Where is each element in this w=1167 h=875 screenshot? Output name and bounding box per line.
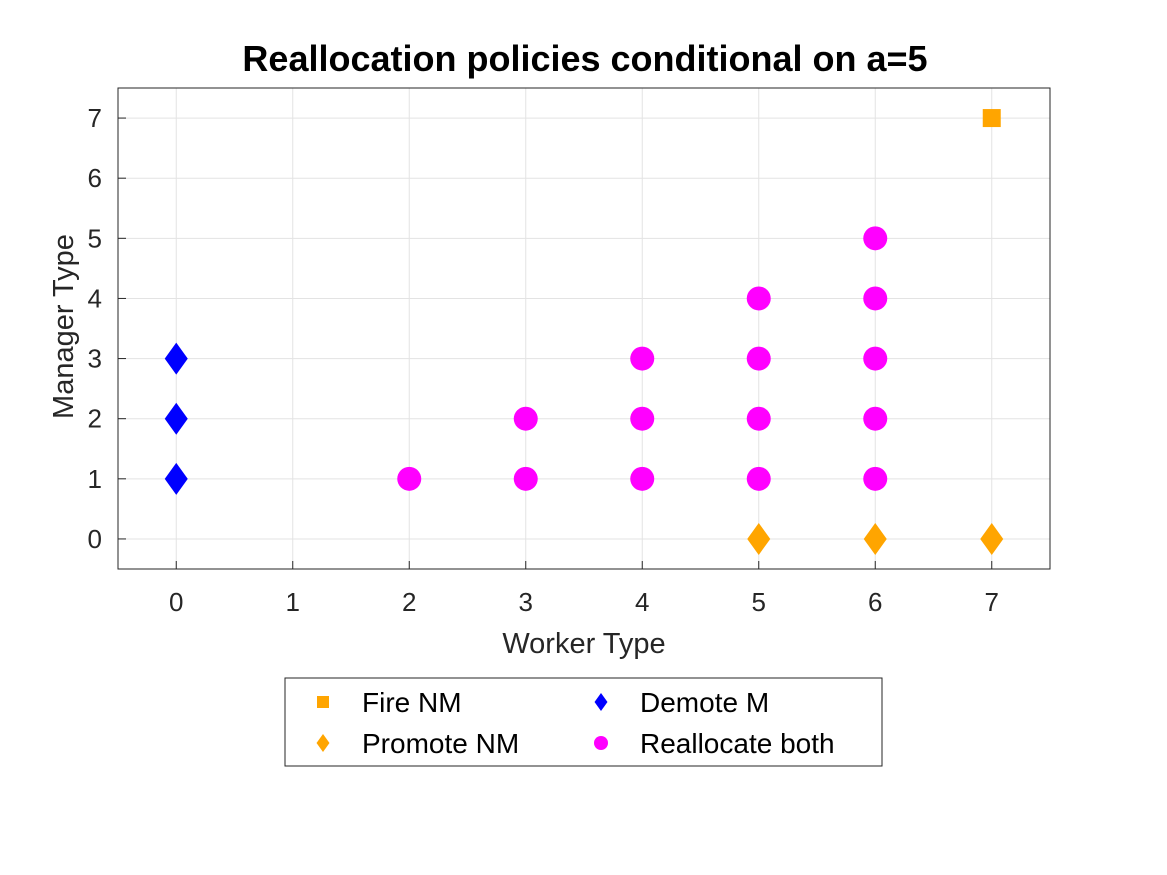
point-demote-m	[164, 342, 188, 375]
point-reallocate-both	[513, 406, 538, 431]
point-reallocate-both	[863, 406, 888, 431]
point-reallocate-both	[630, 346, 655, 371]
legend-marker	[317, 696, 329, 708]
y-tick-label: 0	[88, 524, 102, 554]
x-tick-label: 5	[752, 587, 766, 617]
point-fire-nm	[982, 109, 1001, 128]
legend-marker	[316, 734, 330, 752]
x-tick-label: 7	[985, 587, 999, 617]
x-tick-label: 3	[519, 587, 533, 617]
point-reallocate-both	[630, 466, 655, 491]
point-reallocate-both	[746, 346, 771, 371]
point-reallocate-both	[863, 226, 888, 251]
y-tick-label: 7	[88, 103, 102, 133]
legend-box	[284, 677, 883, 767]
point-reallocate-both	[863, 286, 888, 311]
plot-area-frame	[117, 87, 1051, 570]
x-tick-label: 2	[402, 587, 416, 617]
x-tick-label: 0	[169, 587, 183, 617]
chart-title: Reallocation policies conditional on a=5	[242, 38, 927, 79]
x-tick-label: 4	[635, 587, 649, 617]
point-reallocate-both	[397, 466, 422, 491]
point-demote-m	[164, 402, 188, 435]
legend-label: Promote NM	[362, 728, 519, 759]
y-tick-label: 6	[88, 163, 102, 193]
y-tick-label: 4	[88, 283, 102, 313]
legend-marker	[594, 736, 608, 750]
legend-label: Demote M	[640, 687, 769, 718]
y-tick-label: 3	[88, 344, 102, 374]
x-tick-label: 6	[868, 587, 882, 617]
point-reallocate-both	[863, 466, 888, 491]
legend-label: Reallocate both	[640, 728, 835, 759]
legend-marker	[594, 693, 608, 711]
legend-label: Fire NM	[362, 687, 462, 718]
point-reallocate-both	[746, 286, 771, 311]
y-tick-label: 1	[88, 464, 102, 494]
point-promote-nm	[863, 522, 887, 555]
y-tick-label: 2	[88, 404, 102, 434]
point-reallocate-both	[746, 466, 771, 491]
point-reallocate-both	[746, 406, 771, 431]
point-promote-nm	[747, 522, 771, 555]
axis-ticks: 0 1 2 3 4 5 6 7 0 1 2 3 4 5 6 7	[88, 103, 999, 617]
point-reallocate-both	[630, 406, 655, 431]
point-reallocate-both	[863, 346, 888, 371]
point-reallocate-both	[513, 466, 538, 491]
data-points	[164, 109, 1004, 555]
point-demote-m	[164, 462, 188, 495]
point-promote-nm	[980, 522, 1004, 555]
y-tick-label: 5	[88, 223, 102, 253]
legend: Fire NM Promote NM Demote M Reallocate both	[284, 677, 883, 767]
x-axis-label: Worker Type	[502, 628, 665, 660]
y-axis-label: Manager Type	[48, 234, 80, 419]
x-tick-label: 1	[286, 587, 300, 617]
grid	[118, 88, 1050, 569]
